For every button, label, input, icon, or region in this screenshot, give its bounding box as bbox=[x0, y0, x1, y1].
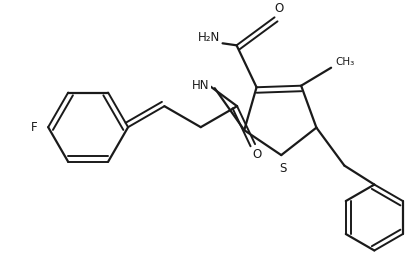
Text: S: S bbox=[280, 162, 287, 175]
Text: CH₃: CH₃ bbox=[335, 57, 355, 67]
Text: O: O bbox=[274, 2, 283, 15]
Text: HN: HN bbox=[192, 79, 209, 92]
Text: F: F bbox=[31, 121, 37, 134]
Text: O: O bbox=[253, 148, 262, 161]
Text: H₂N: H₂N bbox=[197, 31, 220, 44]
